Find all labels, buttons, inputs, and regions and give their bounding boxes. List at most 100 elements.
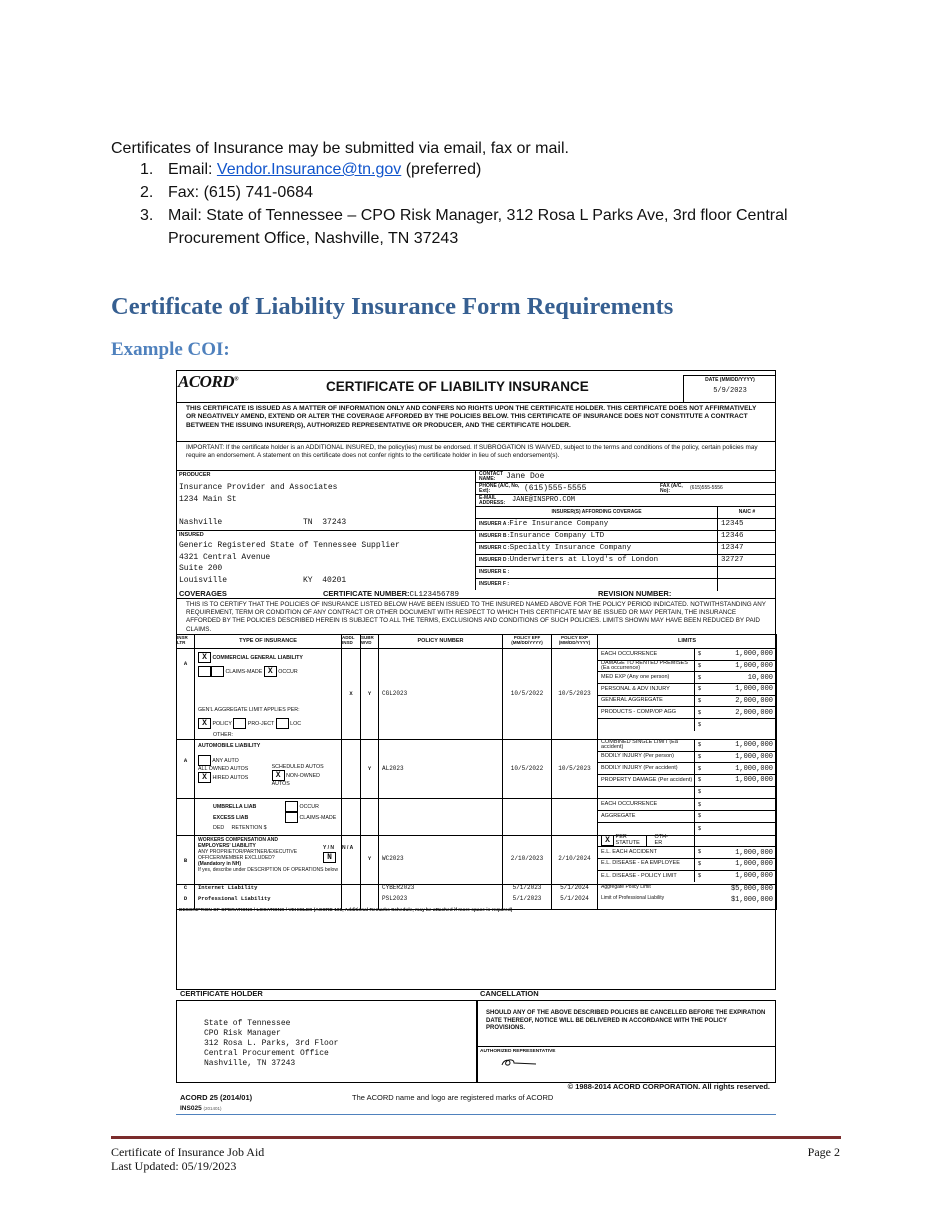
acord-logo: ACORD®	[178, 372, 239, 391]
limit-row: AGGREGATE $	[598, 811, 776, 823]
list-item: 1. Email: Vendor.Insurance@tn.gov (prefer…	[140, 161, 482, 178]
table-row-auto-liability: A AUTOMOBILE LIABILITY ANY AUTO ALL OWNED…	[176, 738, 777, 800]
contact-insurers-section: CONTACT NAME: Jane Doe PHONE (A/C, No, Ex…	[476, 470, 776, 591]
limit-value: 1,000,000	[735, 860, 773, 869]
limit-row: E.L. EACH ACCIDENT $1,000,000	[598, 847, 776, 859]
limit-label: AGGREGATE	[598, 811, 695, 822]
limit-row: PERSONAL & ADV INJURY $1,000,000	[598, 684, 776, 696]
contact-email: JANE@INSPRO.COM	[512, 496, 576, 505]
limit-label: E.L. DISEASE - EA EMPLOYEE	[598, 858, 695, 870]
insurer-row: INSURER B : Insurance Company LTD 12346	[476, 531, 776, 543]
coverage-table: INSR LTR TYPE OF INSURANCE ADDL INSD SUB…	[176, 634, 777, 910]
producer-street: 1234 Main St	[179, 494, 237, 504]
description-label: DESCRIPTION OF OPERATIONS / LOCATIONS / …	[179, 908, 513, 913]
limit-row: GENERAL AGGREGATE $2,000,000	[598, 695, 776, 708]
limit-row: $	[598, 786, 776, 799]
limit-row: BODILY INJURY (Per person) $1,000,000	[598, 751, 776, 764]
table-row-internet-liability: C Internet Liability CYBER2023 5/1/2023 …	[176, 883, 777, 896]
certify-text: THIS IS TO CERTIFY THAT THE POLICIES OF …	[176, 598, 776, 634]
limit-value: 1,000,000	[735, 753, 773, 761]
table-row-workers-comp: B WORKERS COMPENSATION AND EMPLOYERS' LI…	[176, 834, 777, 885]
footer-title: Certificate of Insurance Job Aid Last Upd…	[111, 1145, 265, 1173]
contact-name: Jane Doe	[506, 471, 545, 481]
limit-row: EACH OCCURRENCE $1,000,000	[598, 649, 776, 661]
insurer-name: Fire Insurance Company	[509, 520, 609, 529]
insurer-name: Insurance Company LTD	[509, 532, 605, 541]
list-item: 2. Fax: (615) 741-0684	[140, 184, 313, 201]
limit-label: EACH OCCURRENCE	[598, 799, 695, 811]
naic-number: 32727	[721, 556, 744, 565]
limit-label: GENERAL AGGREGATE	[598, 695, 695, 707]
table-row-professional-liability: D Professional Liability PSL2023 5/1/202…	[176, 895, 777, 910]
insurer-row: INSURER A : Fire Insurance Company 12345	[476, 519, 776, 531]
limit-value: 10,000	[747, 673, 773, 682]
email-link[interactable]: Vendor.Insurance@tn.gov	[216, 161, 402, 178]
limit-row: DAMAGE TO RENTED PREMISES (Ea occurrence…	[598, 660, 776, 673]
insurer-name: Specialty Insurance Company	[509, 544, 632, 553]
contact-fax: (615)555-5556	[690, 484, 723, 491]
limit-value: 1,000,000	[735, 764, 773, 773]
footer-divider	[111, 1136, 841, 1139]
section-heading: Certificate of Liability Insurance Form …	[111, 293, 674, 320]
limit-row: $	[598, 822, 776, 835]
limit-label: BODILY INJURY (Per accident)	[598, 763, 695, 775]
limit-row: E.L. DISEASE - POLICY LIMIT $1,000,000	[598, 870, 776, 883]
table-row-umbrella: UMBRELLA LIAB OCCUR EXCESS LIAB CLAIMS-M…	[176, 798, 777, 836]
certificate-number: CL123456789	[409, 591, 460, 599]
limit-row: PRODUCTS - COMP/OP AGG $2,000,000	[598, 707, 776, 720]
occur-checkbox[interactable]: X	[263, 666, 277, 678]
producer-insured-section: PRODUCER Insurance Provider and Associat…	[176, 470, 476, 590]
limit-value: 2,000,000	[735, 708, 773, 717]
limit-label: E.L. EACH ACCIDENT	[598, 847, 695, 858]
limit-value: 1,000,000	[735, 650, 773, 659]
date-box: DATE (MM/DD/YYYY) 5/9/2023	[683, 375, 776, 402]
limit-row: EACH OCCURRENCE $	[598, 799, 776, 812]
limit-label: COMBINED SINGLE LIMIT (Ea accident)	[598, 739, 695, 751]
insured-name: Generic Registered State of Tennessee Su…	[179, 541, 400, 551]
limit-row: $	[598, 719, 776, 731]
limit-value: 1,000,000	[735, 662, 773, 670]
insurer-row: INSURER D : Underwriters at Lloyd's of Lo…	[476, 555, 776, 567]
limit-row: BODILY INJURY (Per accident) $1,000,000	[598, 763, 776, 776]
contact-phone: (615)555-5555	[524, 483, 587, 493]
page-number: Page 2	[807, 1145, 840, 1159]
limit-label: PRODUCTS - COMP/OP AGG	[598, 707, 695, 719]
table-row-general-liability: A X COMMERCIAL GENERAL LIABILITY CLAIMS-…	[176, 648, 777, 740]
limit-label: PROPERTY DAMAGE (Per accident)	[598, 775, 695, 786]
acord-certificate-form: ACORD® CERTIFICATE OF LIABILITY INSURANC…	[176, 370, 777, 1115]
limit-value: 2,000,000	[735, 697, 773, 706]
limit-value: 1,000,000	[735, 848, 773, 857]
date-value: 5/9/2023	[713, 386, 747, 395]
naic-number: 12345	[721, 520, 744, 529]
limit-label: BODILY INJURY (Per person)	[598, 751, 695, 763]
notice-text: THIS CERTIFICATE IS ISSUED AS A MATTER O…	[176, 402, 776, 441]
list-item: 3. Mail: State of Tennessee – CPO Risk Ma…	[140, 207, 788, 247]
limit-value: 1,000,000	[735, 741, 773, 750]
limit-row: MED EXP (Any one person) $10,000	[598, 672, 776, 685]
limit-label: DAMAGE TO RENTED PREMISES (Ea occurrence…	[598, 660, 695, 672]
intro-text: Certificates of Insurance may be submitt…	[111, 140, 569, 157]
form-title: CERTIFICATE OF LIABILITY INSURANCE	[326, 379, 589, 394]
limit-label: E.L. DISEASE - POLICY LIMIT	[598, 870, 695, 883]
important-text: IMPORTANT: If the certificate holder is …	[176, 441, 776, 470]
table-header: INSR LTR TYPE OF INSURANCE ADDL INSD SUB…	[176, 634, 777, 649]
limit-value: 1,000,000	[735, 872, 773, 881]
certificate-holder-box: State of Tennessee CPO Risk Manager 312 Ro…	[176, 1000, 477, 1083]
signature-icon	[501, 1058, 537, 1066]
limit-label	[598, 822, 695, 835]
naic-number: 12346	[721, 532, 744, 541]
limit-label: EACH OCCURRENCE	[598, 649, 695, 660]
limit-label: PERSONAL & ADV INJURY	[598, 684, 695, 695]
limit-label	[598, 719, 695, 731]
limit-value: 1,000,000	[735, 776, 773, 785]
naic-number: 12347	[721, 544, 744, 553]
limit-row: COMBINED SINGLE LIMIT (Ea accident) $1,00…	[598, 739, 776, 752]
subheading: Example COI:	[111, 339, 230, 360]
insurer-row: INSURER E :	[476, 567, 776, 579]
limit-value: 1,000,000	[735, 685, 773, 694]
submission-methods-list: 1. Email: Vendor.Insurance@tn.gov (prefer…	[140, 158, 830, 250]
limit-label	[598, 786, 695, 799]
insurer-row: INSURER C : Specialty Insurance Company 12…	[476, 543, 776, 555]
limit-row: PROPERTY DAMAGE (Per accident) $1,000,000	[598, 775, 776, 787]
insurer-name: Underwriters at Lloyd's of London	[509, 556, 659, 565]
